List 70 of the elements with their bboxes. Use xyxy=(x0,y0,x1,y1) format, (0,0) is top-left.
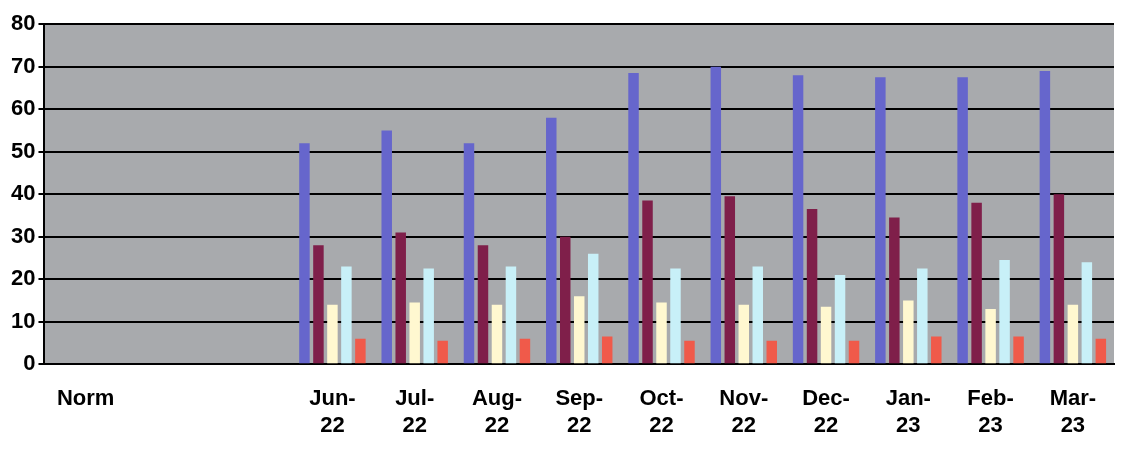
x-tick-label: Jul-22 xyxy=(395,385,435,437)
y-tick-label: 30 xyxy=(10,222,36,248)
x-tick-label: Norm xyxy=(56,385,115,411)
bar xyxy=(1039,70,1051,364)
bar xyxy=(587,253,599,364)
x-tick-label: Jun-22 xyxy=(309,385,356,437)
y-tick-label: 10 xyxy=(10,307,36,333)
bar xyxy=(477,245,489,364)
x-tick-label: Dec-22 xyxy=(802,385,850,437)
x-tick-label: Feb-23 xyxy=(967,385,1014,437)
bar xyxy=(491,304,503,364)
bar xyxy=(931,336,942,364)
bar xyxy=(299,143,310,364)
bar xyxy=(738,304,750,364)
bar xyxy=(957,77,968,364)
bar xyxy=(752,266,764,364)
bar xyxy=(1095,338,1107,364)
bar xyxy=(834,274,846,364)
bar xyxy=(903,300,914,364)
x-tick-label: Sep-22 xyxy=(555,385,604,437)
bar xyxy=(1067,304,1079,364)
x-tick-label: Mar-23 xyxy=(1049,385,1097,437)
y-tick-label: 60 xyxy=(10,95,36,121)
bar xyxy=(971,202,982,364)
x-tick-label: Aug-22 xyxy=(471,385,523,437)
bar xyxy=(519,338,531,364)
bar xyxy=(628,73,639,364)
bar xyxy=(313,245,324,364)
x-tick-label: Nov-22 xyxy=(719,385,769,437)
bar xyxy=(381,130,392,364)
bar xyxy=(409,302,420,364)
bar xyxy=(985,308,996,364)
bar xyxy=(917,268,928,364)
bar xyxy=(355,338,366,364)
bar xyxy=(601,336,613,364)
x-tick-label: Jan-23 xyxy=(885,385,931,437)
bar xyxy=(395,232,406,364)
bar xyxy=(766,340,777,364)
bar xyxy=(573,296,585,364)
bar xyxy=(1013,336,1024,364)
bar xyxy=(724,196,736,364)
bar xyxy=(710,66,722,364)
y-tick-label: 40 xyxy=(10,180,36,206)
y-tick-label: 80 xyxy=(10,10,36,36)
y-tick-label: 0 xyxy=(23,350,36,376)
bar xyxy=(820,306,832,364)
bar xyxy=(327,304,338,364)
bar xyxy=(792,75,804,364)
bar xyxy=(999,260,1010,364)
bar xyxy=(642,200,653,364)
bar xyxy=(670,268,681,364)
x-tick-label: Oct-22 xyxy=(639,385,684,437)
bar xyxy=(656,302,667,364)
bar xyxy=(848,340,860,364)
y-tick-label: 50 xyxy=(10,137,36,163)
bar xyxy=(1053,194,1065,364)
bar xyxy=(463,143,475,364)
bar xyxy=(684,340,695,364)
y-tick-label: 20 xyxy=(10,265,36,291)
bar xyxy=(806,209,818,364)
bar xyxy=(505,266,517,364)
bar xyxy=(560,236,571,364)
bar xyxy=(341,266,352,364)
bar xyxy=(1081,262,1093,364)
bar xyxy=(875,77,886,364)
bar xyxy=(437,340,448,364)
y-tick-label: 70 xyxy=(10,52,36,78)
bar xyxy=(423,268,434,364)
bar xyxy=(889,217,900,364)
bar xyxy=(546,117,557,364)
